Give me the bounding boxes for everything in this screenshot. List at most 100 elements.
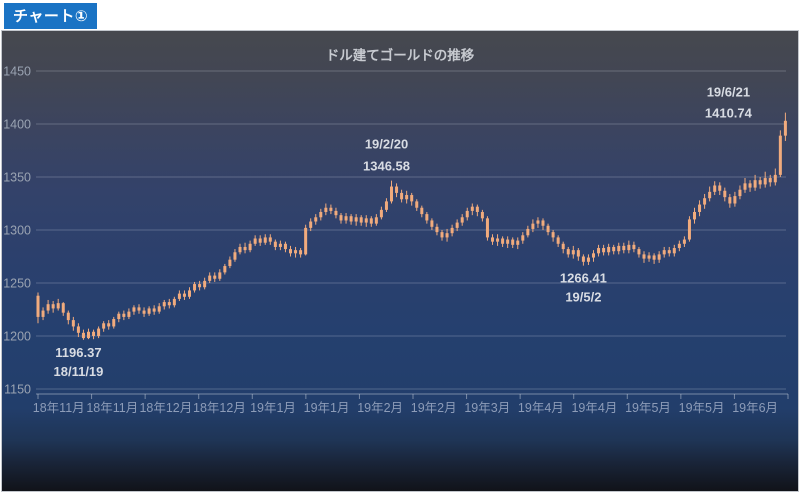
candle-body [243, 246, 247, 251]
candle-body [198, 284, 202, 288]
candle-body [677, 243, 681, 249]
candle-body [359, 217, 363, 223]
candle-body [61, 303, 65, 313]
x-axis-label: 19年2月 [357, 401, 403, 415]
candle-body [309, 221, 313, 228]
x-axis-label: 19年3月 [464, 401, 510, 415]
candle-body [384, 201, 388, 210]
candle-body [132, 307, 136, 312]
candle-body [410, 195, 414, 202]
candle-body [415, 201, 419, 208]
x-axis-label: 18年12月 [193, 401, 246, 415]
candle-body [480, 211, 484, 219]
x-axis-label: 19年1月 [250, 401, 296, 415]
candle-body [511, 239, 515, 245]
annotation: 19/2/20 1346.58 [363, 137, 410, 174]
candle-body [349, 216, 353, 222]
candle-body [773, 174, 777, 183]
candle-body [622, 245, 626, 251]
candle-body [324, 207, 328, 212]
candle-body [117, 313, 121, 320]
candle-body [405, 195, 409, 200]
candle-body [612, 246, 616, 252]
candle-body [647, 255, 651, 259]
candle-body [167, 302, 171, 306]
candle-body [470, 206, 474, 211]
candle-body [400, 192, 404, 200]
candle-body [627, 244, 631, 251]
candle-body [501, 238, 505, 244]
candle-body [339, 215, 343, 221]
candle-body [687, 219, 691, 240]
x-axis-label: 18年11月 [33, 401, 85, 415]
candle-body [602, 248, 606, 253]
candle-body [51, 304, 55, 309]
candle-body [294, 250, 298, 254]
candle-body [430, 220, 434, 227]
candle-body [268, 237, 272, 242]
candle-body [213, 275, 217, 279]
candle-body [693, 211, 696, 220]
annotation: 1196.37 18/11/19 [54, 345, 104, 379]
candle-body [536, 220, 540, 224]
chart-badge: チャート① [4, 3, 98, 29]
candle-body [420, 207, 424, 215]
x-axis-label: 19年5月 [625, 401, 671, 415]
candle-body [273, 241, 277, 247]
y-axis-label: 1250 [3, 277, 31, 291]
candle-body [390, 186, 393, 202]
candle-body [586, 257, 590, 262]
annotation: 19/6/21 1410.74 [705, 85, 753, 121]
candle-body [203, 280, 207, 288]
candle-body [748, 183, 752, 188]
candle-body [258, 238, 262, 243]
candle-body [56, 303, 60, 309]
candle-body [71, 320, 75, 327]
x-axis-label: 19年1月 [304, 401, 350, 415]
candle-body [263, 237, 267, 243]
candle-body [556, 237, 560, 244]
candle-body [718, 185, 722, 191]
candle-body [571, 250, 575, 255]
candle-body [758, 180, 762, 185]
candle-body [97, 328, 101, 336]
candle-body [379, 209, 383, 218]
candle-body [102, 323, 106, 329]
candle-body [768, 178, 772, 183]
candle-body [228, 259, 232, 267]
candle-body [162, 302, 166, 307]
candle-body [107, 323, 111, 327]
candle-body [763, 178, 767, 185]
candle-body [152, 308, 156, 312]
candle-body [147, 308, 151, 314]
candle-body [617, 245, 621, 252]
x-axis-label: 19年2月 [411, 401, 457, 415]
candle-body [491, 237, 494, 242]
chart-title: ドル建てゴールドの推移 [325, 48, 475, 63]
x-axis-label: 19年4月 [571, 401, 617, 415]
chart-area: ドル建てゴールドの推移 1150 1200 1250 1300 1350 1400 1450… [1, 30, 799, 492]
x-axis-label: 18年12月 [139, 401, 192, 415]
candle-body [425, 214, 429, 221]
candle-body [698, 204, 702, 212]
candle-body [531, 223, 535, 229]
candle-body [551, 232, 555, 238]
candle-body [319, 211, 323, 218]
x-axis-label: 18年11月 [86, 401, 138, 415]
candle-body [753, 180, 757, 188]
candle-body [233, 252, 237, 260]
candle-body [87, 331, 90, 339]
x-axis-label: 19年6月 [732, 401, 778, 415]
candle-body [188, 290, 191, 297]
candle-body [485, 218, 489, 238]
candle-body [728, 197, 732, 204]
candle-body [289, 249, 292, 254]
price-chart-svg: 1150 1200 1250 1300 1350 1400 1450 18年11月 18年11月… [3, 65, 789, 415]
candle-body [238, 246, 242, 253]
candle-body [76, 326, 80, 333]
candle-body [607, 246, 611, 253]
candle-body [743, 183, 747, 190]
candle-body [506, 239, 510, 244]
candle-body [778, 135, 782, 175]
